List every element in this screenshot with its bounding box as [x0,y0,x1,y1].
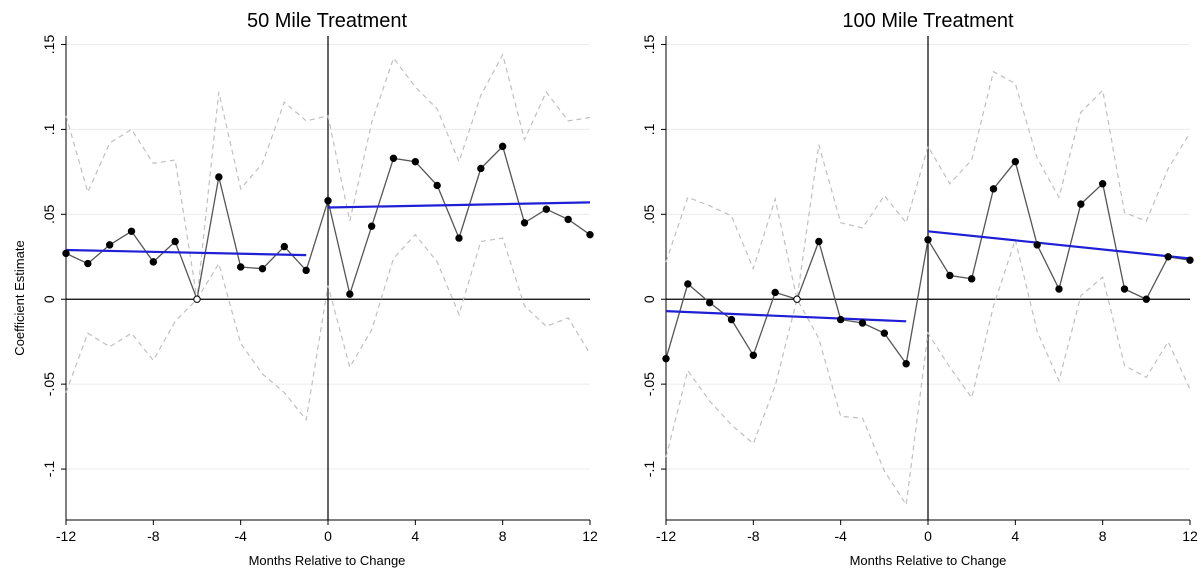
x-tick-label: 12 [582,528,598,544]
x-tick-label: 8 [499,528,507,544]
data-point [520,219,529,227]
data-point [127,227,136,235]
data-point [346,290,354,298]
data-point [215,173,223,181]
x-tick-label: 8 [1099,528,1107,544]
data-point [1186,256,1194,264]
ci-upper-line [65,53,591,300]
data-point [1142,295,1151,303]
data-point [280,242,289,251]
data-point [258,264,267,273]
x-axis-label: Months Relative to Change [850,553,1007,568]
fit-post-line [927,230,1191,260]
data-point [1098,180,1107,188]
data-point [880,329,889,337]
data-point [815,237,823,246]
x-tick-label: 4 [411,528,419,544]
y-tick-label: .15 [41,35,57,55]
data-point [149,258,158,266]
data-point [1033,241,1041,249]
x-tick-label: -4 [234,528,247,544]
y-tick-label: .05 [641,204,657,224]
data-point [749,351,758,359]
data-point [1164,253,1172,261]
data-point [389,154,398,162]
data-point [105,241,114,249]
data-point [542,205,551,213]
data-point [1055,285,1063,293]
data-point [967,275,976,283]
x-tick-label: 0 [924,528,932,544]
data-point [498,142,507,151]
x-tick-label: -12 [656,528,676,544]
data-point [858,319,867,327]
chart-title: 50 Mile Treatment [247,10,408,32]
y-tick-label: .1 [41,123,57,135]
x-tick-label: 0 [324,528,332,544]
data-point [411,157,420,166]
data-point [84,259,92,268]
y-tick-label: 0 [641,295,657,303]
y-tick-label: -.1 [641,461,657,478]
chart-title: 100 Mile Treatment [842,10,1014,32]
data-point [564,215,572,224]
data-point [433,181,441,190]
y-tick-label: .05 [41,204,57,224]
data-point [477,164,485,173]
data-point [1011,157,1020,166]
data-point [236,263,245,271]
ci-lower-line [65,233,591,422]
y-tick-label: 0 [41,295,57,303]
data-point [705,298,714,307]
y-tick-label: .1 [641,123,657,135]
y-tick-label: .15 [641,35,657,55]
data-point [367,222,376,230]
data-point [684,280,692,288]
x-tick-label: -4 [834,528,847,544]
data-point [902,360,910,368]
data-point [302,266,310,275]
data-point [662,354,670,363]
data-point [727,315,736,324]
data-point [455,234,463,242]
y-tick-label: -.05 [641,372,657,396]
fit-post-line [327,201,591,209]
data-point [1120,285,1129,293]
y-tick-label: -.1 [41,461,57,478]
x-tick-label: 12 [1182,528,1198,544]
data-point [171,237,179,246]
fit-pre-line [665,310,907,323]
panel-50-mile: 50 Mile Treatment Coefficient Estimate M… [12,10,598,568]
data-point [324,197,332,205]
x-tick-label: 4 [1011,528,1019,544]
y-axis-label: Coefficient Estimate [12,240,27,355]
x-axis-label: Months Relative to Change [249,553,406,568]
ci-upper-line [665,70,1191,300]
data-point [193,295,201,303]
panel-100-mile: 100 Mile Treatment Months Relative to Ch… [641,10,1198,568]
data-point [836,315,845,324]
x-tick-label: -8 [147,528,160,544]
data-point [62,249,70,258]
x-tick-label: -8 [747,528,760,544]
data-point [989,185,998,193]
fit-pre-line [65,248,307,257]
data-point [771,288,779,297]
ci-lower-line [665,237,1191,507]
data-point [1077,200,1085,208]
data-point [793,295,801,303]
y-tick-label: -.05 [41,372,57,396]
data-point [924,236,932,244]
x-tick-label: -12 [56,528,76,544]
data-point [946,271,954,280]
data-point [586,230,594,239]
